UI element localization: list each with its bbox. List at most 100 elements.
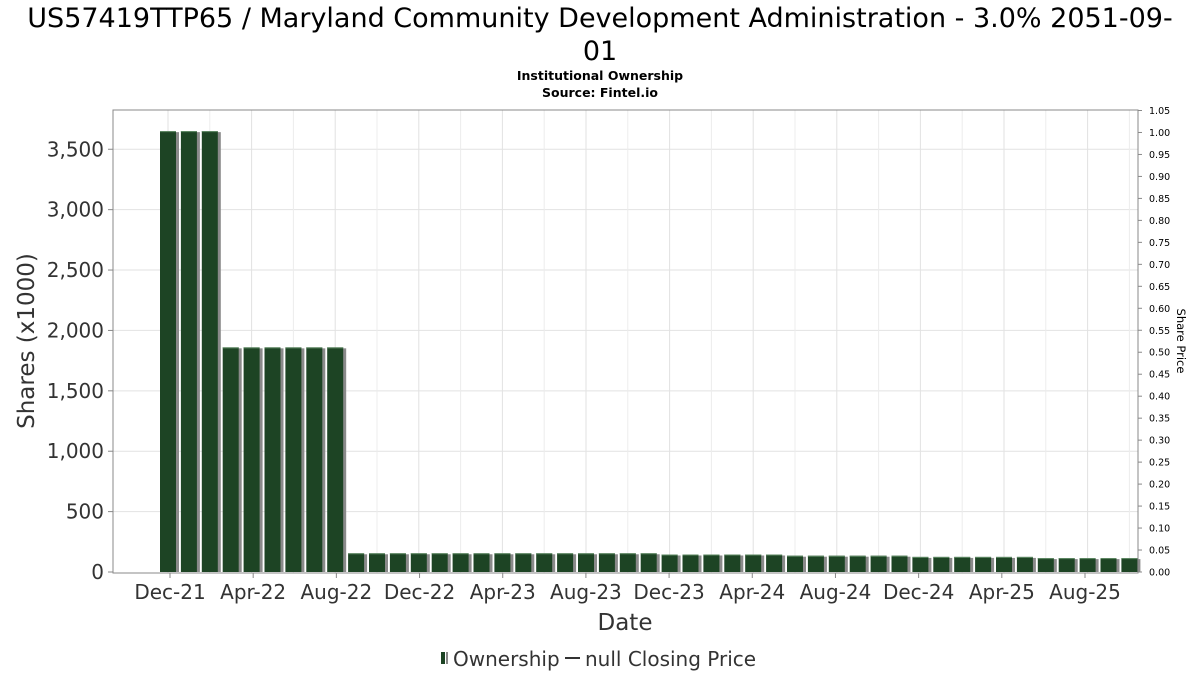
grid-layer [113, 110, 1138, 574]
x-tick-label-4: Apr-23 [470, 580, 536, 604]
bar-34 [870, 555, 887, 572]
bar-22 [619, 553, 636, 572]
x-tick-label-5: Aug-23 [550, 580, 622, 604]
bar-41 [1016, 556, 1033, 572]
y2-tick-label-3: 0.15 [1149, 502, 1170, 513]
x-tick-label-0: Dec-21 [134, 580, 205, 604]
bar-10 [369, 553, 385, 572]
y2-tick-label-5: 0.25 [1149, 458, 1170, 469]
bar-45 [1100, 558, 1117, 572]
bar-38 [954, 556, 971, 572]
bar-15 [473, 553, 490, 572]
y-axis-label: Shares (x1000) [14, 253, 40, 429]
bar-25 [682, 554, 699, 572]
y-tick-label-1: 500 [66, 500, 104, 524]
plot-frame [112, 109, 1139, 574]
y2-tick-label-18: 0.90 [1149, 172, 1170, 183]
y2-tick-label-8: 0.40 [1149, 392, 1170, 403]
y2-tick-label-12: 0.60 [1149, 304, 1170, 315]
y2-tick-label-14: 0.70 [1149, 260, 1170, 271]
y2-tick-label-1: 0.05 [1149, 546, 1170, 557]
y2-tick-label-11: 0.55 [1149, 326, 1170, 337]
y-tick-label-5: 2,500 [47, 258, 104, 282]
y2-tick-label-9: 0.45 [1149, 370, 1170, 381]
bar-11 [389, 553, 406, 572]
bar-36 [912, 556, 929, 572]
bar-46 [1121, 558, 1138, 572]
bar-43 [1058, 558, 1075, 572]
y2-axis-ticks: 0.00 0.05 0.10 0.15 0.20 0.25 0.30 0.35 0.40 0.45… [1138, 106, 1170, 579]
bar-13 [431, 553, 448, 572]
bar-40 [996, 556, 1012, 572]
y-tick-label-4: 2,000 [47, 318, 104, 342]
bar-9 [348, 553, 365, 572]
y2-axis-label: Share Price [1174, 309, 1188, 374]
y2-tick-label-16: 0.80 [1149, 216, 1170, 227]
x-tick-label-7: Apr-24 [719, 580, 785, 604]
bar-18 [536, 553, 553, 572]
legend-ownership-swatch-shadow [446, 652, 448, 664]
bar-2 [201, 131, 218, 572]
legend-ownership-label: Ownership [453, 647, 560, 671]
x-tick-label-8: Aug-24 [800, 580, 872, 604]
y2-tick-label-0: 0.00 [1149, 568, 1170, 579]
bar-19 [557, 553, 574, 572]
y2-tick-label-7: 0.35 [1149, 414, 1170, 425]
y-axis-ticks: 0 500 1,000 1,500 2,000 2,500 3,000 3,500 [47, 137, 113, 584]
bar-12 [410, 553, 427, 572]
y2-tick-label-10: 0.50 [1149, 348, 1170, 359]
legend-price-label: null Closing Price [585, 647, 756, 671]
bar-42 [1037, 558, 1054, 572]
bars-layer [160, 131, 1141, 572]
x-tick-label-11: Aug-25 [1049, 580, 1121, 604]
bar-26 [703, 554, 720, 572]
x-axis-ticks: Dec-21 Apr-22 Aug-22 Dec-22 Apr-23 Aug-23 Dec-… [134, 573, 1121, 604]
bar-3 [222, 347, 239, 572]
bar-0 [160, 131, 176, 572]
x-tick-label-6: Dec-23 [633, 580, 704, 604]
bar-20 [578, 553, 594, 572]
x-tick-label-1: Apr-22 [220, 580, 286, 604]
y-tick-label-0: 0 [91, 560, 104, 584]
bar-4 [243, 347, 260, 572]
y2-tick-label-4: 0.20 [1149, 480, 1170, 491]
x-tick-label-3: Dec-22 [384, 580, 455, 604]
bar-27 [724, 554, 741, 572]
x-tick-label-2: Aug-22 [301, 580, 373, 604]
bar-1 [180, 131, 197, 572]
bar-30 [787, 555, 803, 572]
x-tick-label-10: Apr-25 [969, 580, 1035, 604]
chart-title-line1: US57419TTP65 / Maryland Community Develo… [27, 3, 1172, 34]
bar-37 [933, 556, 950, 572]
bar-28 [745, 554, 762, 572]
y-tick-label-6: 3,000 [47, 198, 104, 222]
bar-8 [327, 347, 344, 572]
bar-17 [515, 553, 532, 572]
bar-35 [891, 555, 908, 572]
bar-24 [661, 554, 678, 572]
bar-31 [807, 555, 824, 572]
y-tick-label-3: 1,500 [47, 379, 104, 403]
bar-32 [828, 555, 845, 572]
bar-14 [452, 553, 469, 572]
chart-subtitle: Institutional Ownership [517, 68, 683, 83]
x-axis-label: Date [598, 610, 653, 636]
bar-33 [849, 555, 866, 572]
x-tick-label-9: Dec-24 [883, 580, 954, 604]
y2-tick-label-21: 1.05 [1149, 106, 1170, 117]
y2-tick-label-17: 0.85 [1149, 194, 1170, 205]
bar-39 [975, 556, 992, 572]
y2-tick-label-2: 0.10 [1149, 524, 1170, 535]
chart-title-line2: 01 [583, 36, 617, 67]
y2-tick-label-13: 0.65 [1149, 282, 1170, 293]
bar-16 [494, 553, 511, 572]
bar-7 [306, 347, 323, 572]
bar-44 [1079, 558, 1096, 572]
y-tick-label-2: 1,000 [47, 439, 104, 463]
y2-tick-label-6: 0.30 [1149, 436, 1170, 447]
bar-21 [598, 553, 615, 572]
legend-ownership-swatch [441, 652, 445, 664]
y-tick-label-7: 3,500 [47, 137, 104, 161]
bar-6 [285, 347, 302, 572]
